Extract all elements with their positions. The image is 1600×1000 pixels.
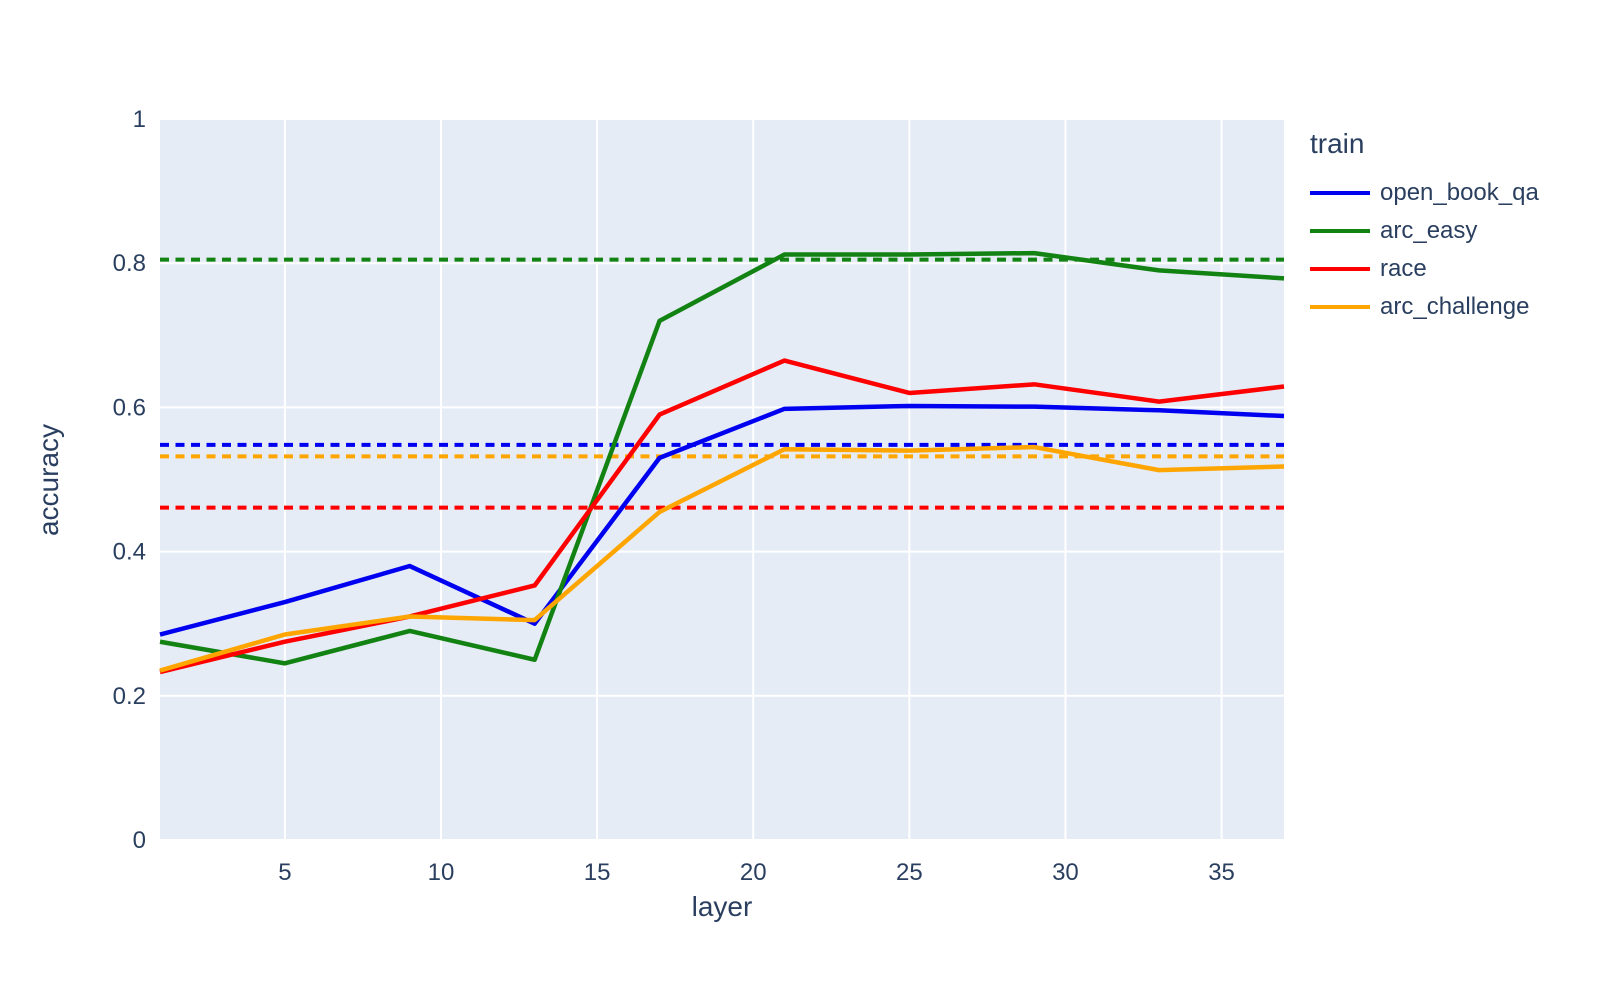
legend-swatch-arc_challenge: [1310, 305, 1370, 309]
legend-swatch-race: [1310, 267, 1370, 271]
x-axis-title: layer: [692, 891, 753, 922]
legend-item-arc_challenge[interactable]: arc_challenge: [1310, 288, 1539, 326]
series-line-open_book_qa: [159, 403, 1285, 637]
y-tick-label: 1: [133, 106, 146, 133]
legend-item-label: arc_challenge: [1380, 293, 1530, 320]
legend-item-label: arc_easy: [1380, 217, 1478, 244]
y-tick-label: 0: [133, 827, 146, 854]
plot-area: 5 10 15 20 25 30 35 0 0.2 0.4 0.6 0.8 1: [113, 106, 1285, 886]
x-tick-label: 30: [1052, 859, 1079, 886]
series-line-race: [159, 358, 1285, 675]
x-tick-label: 5: [278, 859, 291, 886]
legend-item-label: open_book_qa: [1380, 179, 1539, 206]
y-tick-label: 0.2: [113, 683, 146, 710]
legend-item-race[interactable]: race: [1310, 250, 1539, 288]
legend-swatch-arc_easy: [1310, 229, 1370, 233]
legend-item-open_book_qa[interactable]: open_book_qa: [1310, 174, 1539, 212]
x-tick-label: 25: [896, 859, 923, 886]
y-tick-label: 0.4: [113, 539, 146, 566]
x-tick-label: 10: [428, 859, 455, 886]
legend-item-arc_easy[interactable]: arc_easy: [1310, 212, 1539, 250]
y-tick-label: 0.6: [113, 394, 146, 421]
legend-item-label: race: [1380, 255, 1427, 282]
series-line-arc_easy: [159, 250, 1285, 666]
y-axis-title: accuracy: [33, 424, 64, 536]
legend-swatch-open_book_qa: [1310, 191, 1370, 195]
x-tick-label: 35: [1208, 859, 1235, 886]
x-tick-label: 15: [584, 859, 611, 886]
y-tick-label: 0.8: [113, 250, 146, 277]
x-tick-label: 20: [740, 859, 767, 886]
series-line-arc_challenge: [159, 444, 1285, 673]
legend-title: train: [1310, 128, 1365, 159]
